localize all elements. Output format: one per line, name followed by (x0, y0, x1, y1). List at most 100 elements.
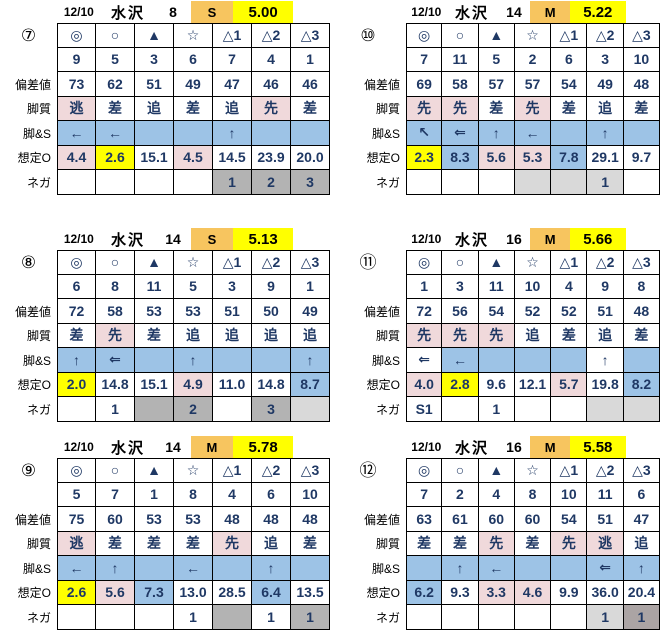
cell-nega[interactable] (291, 397, 330, 422)
cell-deviation[interactable]: 51 (587, 299, 624, 324)
cell-horse-number[interactable]: 11 (478, 274, 515, 299)
cell-horse-number[interactable]: 6 (252, 482, 291, 507)
cell-deviation[interactable]: 47 (623, 507, 661, 532)
cell-nega[interactable]: 1 (252, 605, 291, 630)
header-track[interactable]: 水沢 (110, 231, 145, 249)
cell-arrow[interactable] (623, 121, 661, 146)
cell-nega[interactable]: 1 (96, 397, 135, 422)
cell-legstyle[interactable]: 追 (623, 531, 661, 556)
cell-horse-number[interactable]: 3 (442, 274, 479, 299)
row-label[interactable]: 脚&S (22, 353, 51, 368)
cell-nega[interactable]: 1 (587, 605, 624, 630)
cell-deviation[interactable]: 72 (57, 299, 96, 324)
cell-deviation[interactable]: 63 (406, 507, 443, 532)
cell-symbol[interactable]: △2 (587, 23, 624, 48)
header-class-badge[interactable]: M (530, 228, 570, 250)
cell-symbol[interactable]: △3 (291, 23, 330, 48)
header-value-badge[interactable]: 5.66 (569, 228, 626, 250)
cell-legstyle[interactable]: 追 (252, 531, 291, 556)
cell-arrow[interactable] (135, 121, 174, 146)
cell-odds[interactable]: 13.0 (174, 580, 213, 605)
cell-nega[interactable] (57, 605, 96, 630)
row-label[interactable]: 偏差値 (14, 512, 51, 527)
cell-arrow[interactable]: ← (478, 556, 515, 581)
cell-odds[interactable]: 19.8 (587, 372, 624, 397)
cell-symbol[interactable]: ◎ (406, 458, 443, 483)
cell-odds[interactable]: 15.1 (135, 372, 174, 397)
cell-odds[interactable]: 2.8 (442, 372, 479, 397)
cell-arrow[interactable] (406, 556, 443, 581)
cell-odds[interactable]: 5.7 (551, 372, 588, 397)
cell-arrow[interactable]: ← (442, 348, 479, 373)
cell-arrow[interactable] (514, 556, 552, 581)
cell-horse-number[interactable]: 10 (514, 274, 552, 299)
cell-deviation[interactable]: 69 (406, 72, 443, 97)
cell-deviation[interactable]: 54 (551, 72, 588, 97)
cell-horse-number[interactable]: 11 (587, 482, 624, 507)
cell-nega[interactable] (478, 170, 515, 195)
cell-legstyle[interactable]: 差 (442, 531, 479, 556)
cell-odds[interactable]: 20.4 (623, 580, 661, 605)
header-value-badge[interactable]: 5.13 (233, 228, 294, 250)
cell-horse-number[interactable]: 8 (174, 482, 213, 507)
cell-symbol[interactable]: ○ (442, 458, 479, 483)
cell-legstyle[interactable]: 逃 (587, 531, 624, 556)
row-label[interactable]: 脚&S (371, 126, 400, 141)
row-label[interactable]: 脚質 (26, 537, 51, 552)
row-label[interactable]: 脚質 (26, 102, 51, 117)
cell-deviation[interactable]: 60 (514, 507, 552, 532)
cell-legstyle[interactable]: 逃 (57, 96, 96, 121)
cell-odds[interactable]: 28.5 (213, 580, 252, 605)
cell-odds[interactable]: 36.0 (587, 580, 624, 605)
cell-symbol[interactable]: ☆ (514, 458, 552, 483)
cell-horse-number[interactable]: 6 (174, 47, 213, 72)
cell-symbol[interactable]: △1 (551, 23, 588, 48)
cell-deviation[interactable]: 51 (587, 507, 624, 532)
cell-odds[interactable]: 9.9 (551, 580, 588, 605)
cell-symbol[interactable]: △2 (252, 23, 291, 48)
cell-arrow[interactable] (478, 348, 515, 373)
cell-symbol[interactable]: △1 (213, 250, 252, 275)
cell-odds[interactable]: 8.2 (623, 372, 661, 397)
header-race-number[interactable]: 16 (506, 231, 522, 247)
block-number-badge[interactable]: ⑦ (20, 26, 37, 45)
row-label[interactable]: 脚&S (22, 561, 51, 576)
cell-horse-number[interactable]: 8 (514, 482, 552, 507)
row-label[interactable]: 偏差値 (14, 77, 51, 92)
cell-nega[interactable] (442, 605, 479, 630)
cell-nega[interactable]: 2 (252, 170, 291, 195)
cell-odds[interactable]: 7.3 (135, 580, 174, 605)
cell-deviation[interactable]: 49 (587, 72, 624, 97)
cell-nega[interactable]: 1 (478, 397, 515, 422)
header-value-badge[interactable]: 5.00 (233, 1, 294, 23)
cell-horse-number[interactable]: 7 (213, 47, 252, 72)
cell-nega[interactable] (478, 605, 515, 630)
header-class-badge[interactable]: M (530, 1, 570, 23)
cell-odds[interactable]: 14.8 (96, 372, 135, 397)
cell-legstyle[interactable]: 差 (135, 323, 174, 348)
cell-odds[interactable]: 5.6 (478, 145, 515, 170)
cell-legstyle[interactable]: 先 (514, 96, 552, 121)
cell-legstyle[interactable]: 差 (514, 531, 552, 556)
cell-arrow[interactable]: ↑ (587, 121, 624, 146)
cell-odds[interactable]: 2.6 (57, 580, 96, 605)
cell-nega[interactable] (57, 170, 96, 195)
cell-deviation[interactable]: 53 (174, 507, 213, 532)
cell-horse-number[interactable]: 6 (623, 482, 661, 507)
cell-deviation[interactable]: 51 (135, 72, 174, 97)
cell-deviation[interactable]: 61 (442, 507, 479, 532)
cell-symbol[interactable]: △1 (213, 458, 252, 483)
cell-symbol[interactable]: ◎ (406, 250, 443, 275)
cell-deviation[interactable]: 58 (96, 299, 135, 324)
cell-arrow[interactable]: ← (174, 556, 213, 581)
cell-symbol[interactable]: ○ (96, 23, 135, 48)
cell-arrow[interactable]: ⇐ (587, 556, 624, 581)
row-label[interactable]: 想定O (17, 586, 51, 601)
cell-arrow[interactable] (623, 348, 661, 373)
cell-arrow[interactable] (213, 556, 252, 581)
cell-arrow[interactable] (551, 348, 588, 373)
row-label[interactable]: 脚質 (375, 329, 400, 344)
cell-symbol[interactable]: ▲ (478, 23, 515, 48)
cell-odds[interactable]: 6.2 (406, 580, 443, 605)
cell-arrow[interactable]: ← (57, 121, 96, 146)
